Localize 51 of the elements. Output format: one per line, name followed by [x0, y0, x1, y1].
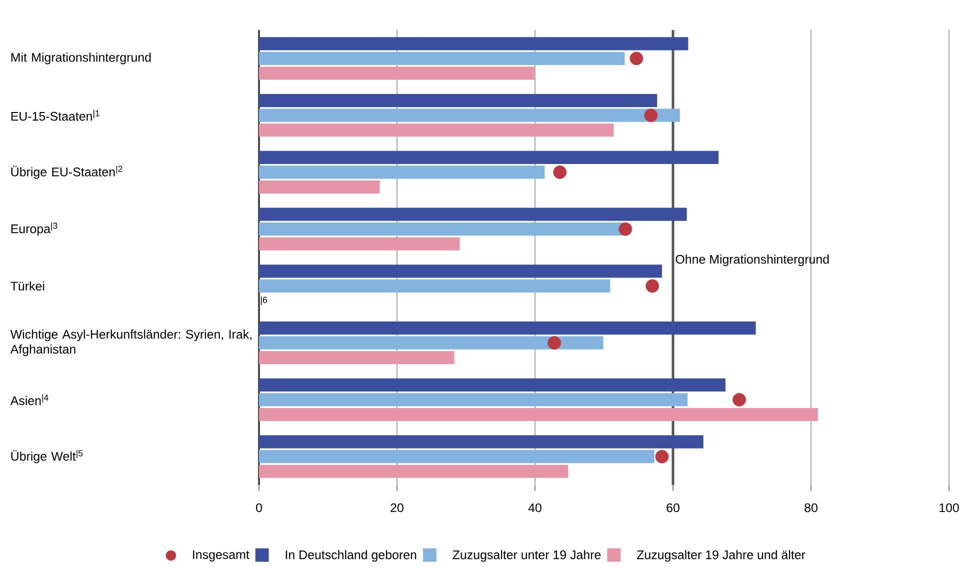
bar — [259, 222, 623, 236]
y-tick-label: Übrige Welt$^{|5}$ — [11, 450, 83, 464]
bar — [259, 450, 654, 464]
bar — [259, 150, 719, 164]
y-tick-label: Übrige EU-Staaten$^{|2}$ — [11, 166, 122, 179]
point — [548, 336, 562, 350]
bar — [259, 393, 688, 406]
bar — [259, 180, 380, 194]
point — [644, 108, 658, 122]
point — [630, 52, 644, 66]
bar — [259, 94, 658, 108]
bar — [259, 166, 545, 179]
point — [732, 392, 746, 406]
x-tick-label: 40 — [528, 503, 542, 512]
x-tick-label: 80 — [804, 503, 818, 512]
y-tick-label: EU-15-Staaten$^{|1}$ — [11, 110, 100, 121]
bar — [259, 108, 680, 122]
point — [553, 165, 567, 179]
bar — [259, 408, 818, 422]
bar — [259, 208, 687, 221]
legend-label: Zuzugsalter 19 Jahre und älter — [636, 550, 806, 562]
x-tick-label: 100 — [940, 503, 959, 512]
x-tick-label: 60 — [666, 503, 680, 512]
y-tick-label: Asien$^{|4}$ — [10, 394, 48, 406]
y-tick-label: Europa$^{|3}$ — [11, 222, 58, 236]
annotation: |6 — [260, 296, 268, 305]
y-tick-label: Türkei — [10, 281, 44, 291]
y-tick-label: Mit Migrationshintergrund — [11, 52, 151, 64]
bar — [259, 435, 704, 448]
x-tick-label: 0 — [256, 503, 262, 512]
bar — [259, 336, 604, 350]
bar — [259, 378, 726, 392]
bar — [259, 66, 534, 80]
bar — [259, 37, 688, 50]
point — [655, 450, 669, 464]
legend-label: In Deutschland geboren — [286, 550, 416, 562]
x-tick-label: 20 — [390, 503, 404, 512]
bar — [259, 124, 614, 137]
bar — [259, 237, 460, 250]
legend-label: Insgesamt — [193, 550, 250, 562]
bar — [259, 264, 662, 278]
bar — [259, 52, 625, 65]
bar — [259, 321, 756, 335]
point — [618, 222, 632, 236]
point — [646, 279, 660, 293]
ref-line-label: Ohne Migrationshintergrund — [676, 254, 829, 266]
bar — [259, 279, 610, 292]
y-tick-label: Wichtige Asyl-Herkunftsländer: Syrien, Irak, Afghanistan — [10, 330, 252, 356]
bar — [259, 464, 568, 478]
bar — [259, 351, 454, 364]
legend-label: Zuzugsalter unter 19 Jahre — [452, 550, 601, 562]
